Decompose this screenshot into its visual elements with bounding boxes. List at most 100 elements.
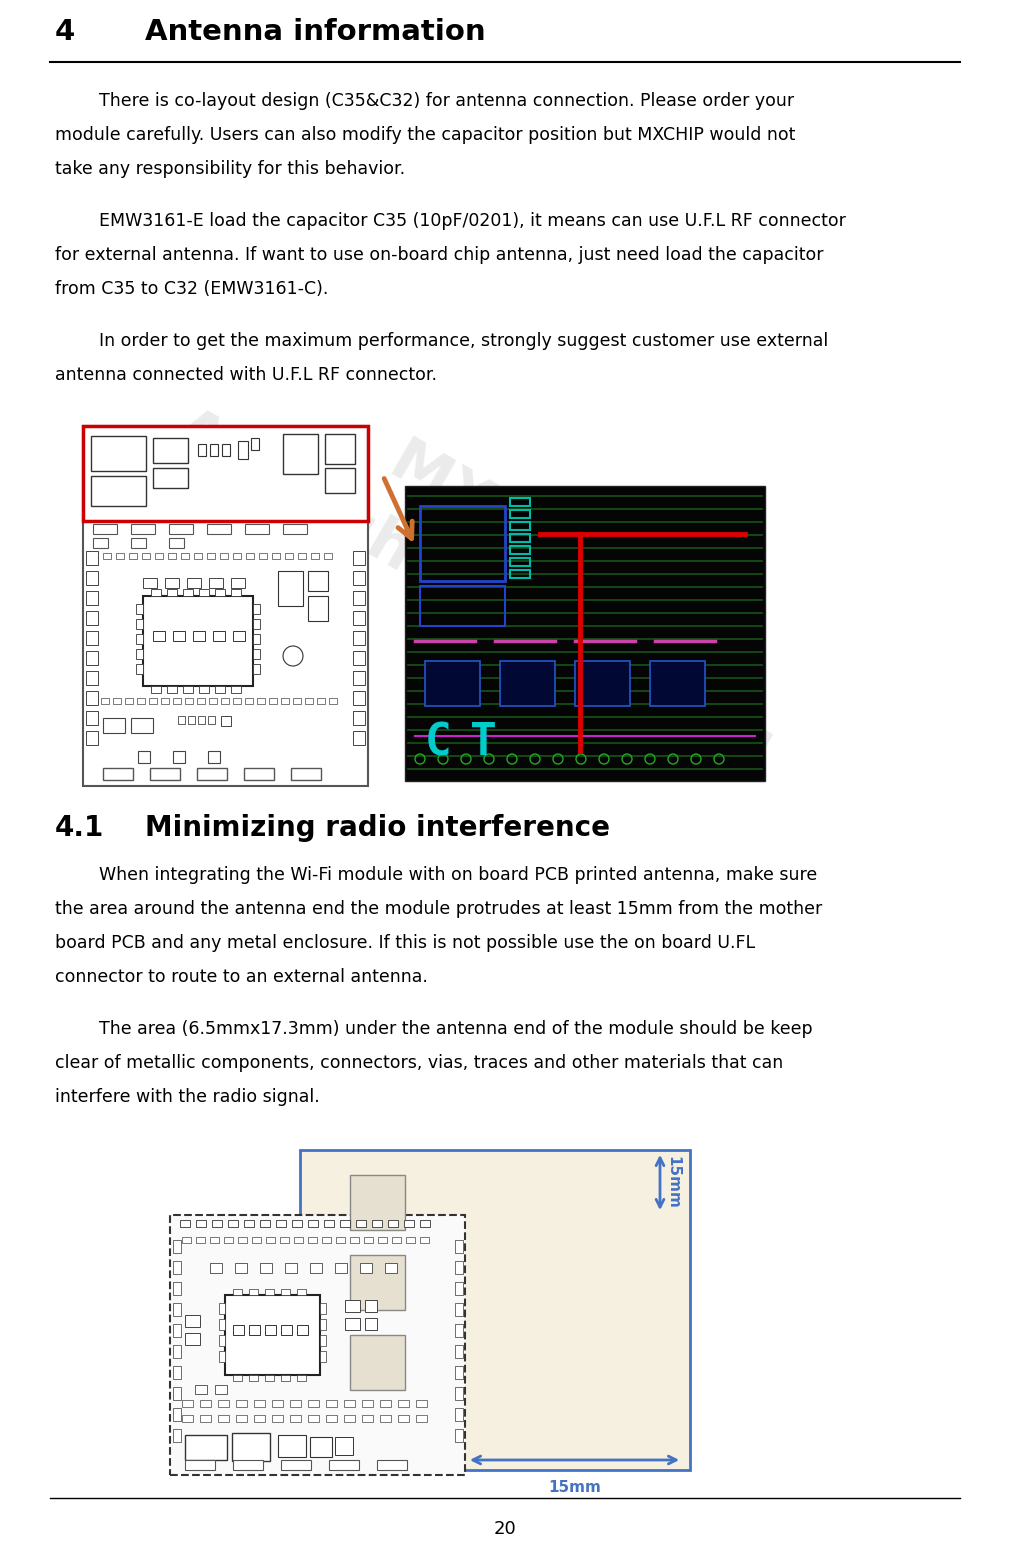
Bar [136, 619, 143, 628]
Bar [155, 553, 163, 559]
Bar [454, 1408, 463, 1420]
Bar [259, 553, 267, 559]
Bar [200, 1414, 211, 1422]
Bar [290, 1414, 301, 1422]
Bar [354, 652, 365, 665]
Text: 4: 4 [55, 19, 76, 46]
Bar [83, 426, 368, 520]
Bar [150, 767, 180, 780]
Bar [372, 1220, 382, 1227]
Bar [169, 537, 184, 548]
Bar [103, 767, 133, 780]
Bar [344, 1400, 355, 1407]
Bar [281, 698, 289, 704]
Bar [425, 661, 480, 706]
Bar [454, 1303, 463, 1315]
Bar [101, 698, 109, 704]
Bar [260, 1220, 270, 1227]
Bar [149, 698, 157, 704]
Bar [510, 522, 530, 530]
Bar [86, 710, 98, 726]
Bar [278, 571, 303, 605]
Bar [143, 596, 252, 686]
Bar [325, 434, 355, 465]
Bar [283, 434, 318, 474]
Bar [91, 476, 146, 506]
Bar [404, 1220, 414, 1227]
Bar [200, 1400, 211, 1407]
Bar [354, 672, 365, 686]
Bar [406, 1237, 415, 1243]
Bar [420, 587, 505, 625]
Bar [233, 553, 241, 559]
Bar [220, 553, 228, 559]
Bar [215, 1385, 227, 1394]
Bar [454, 1240, 463, 1254]
Bar [311, 553, 319, 559]
Text: When integrating the Wi-Fi module with on board PCB printed antenna, make sure: When integrating the Wi-Fi module with o… [55, 866, 817, 885]
Bar [380, 1400, 391, 1407]
Bar [196, 1237, 205, 1243]
Bar [131, 718, 153, 733]
Bar [252, 1237, 261, 1243]
Bar [324, 553, 332, 559]
Bar [173, 1387, 181, 1400]
Bar [231, 686, 241, 693]
Bar [385, 1263, 397, 1272]
Bar [210, 445, 218, 455]
Bar [249, 1325, 260, 1336]
Bar [575, 661, 630, 706]
Bar [344, 1414, 355, 1422]
Text: connector to route to an external antenna.: connector to route to an external antenn… [55, 968, 428, 987]
Bar [233, 698, 241, 704]
Bar [153, 438, 188, 463]
Bar [336, 1237, 345, 1243]
Bar [350, 1336, 405, 1390]
Bar [281, 1461, 311, 1470]
Bar [173, 1430, 181, 1442]
Bar [170, 1215, 465, 1475]
Bar [308, 571, 328, 591]
Bar [265, 1289, 274, 1295]
Bar [345, 1300, 360, 1312]
Bar [249, 1289, 258, 1295]
Bar [354, 631, 365, 645]
Bar [291, 767, 321, 780]
Bar [300, 1150, 690, 1470]
Bar [360, 1263, 372, 1272]
Bar [173, 1303, 181, 1315]
Bar [233, 1325, 244, 1336]
Bar [326, 1414, 337, 1422]
Text: There is co-layout design (C35&C32) for antenna connection. Please order your: There is co-layout design (C35&C32) for … [55, 93, 794, 110]
Bar [324, 1220, 334, 1227]
Bar [364, 1237, 373, 1243]
Bar [185, 1434, 227, 1461]
Bar [320, 1303, 326, 1314]
Text: 20: 20 [494, 1519, 516, 1538]
Bar [308, 1414, 319, 1422]
Bar [252, 648, 260, 659]
Bar [131, 523, 155, 534]
Text: from C35 to C32 (EMW3161-C).: from C35 to C32 (EMW3161-C). [55, 279, 328, 298]
Bar [354, 710, 365, 726]
Bar [86, 631, 98, 645]
Bar [378, 1237, 387, 1243]
Bar [454, 1387, 463, 1400]
Bar [266, 1237, 275, 1243]
Bar [350, 1237, 359, 1243]
Bar [310, 1437, 332, 1458]
Bar [207, 553, 215, 559]
Bar [454, 1345, 463, 1359]
Bar [236, 1414, 247, 1422]
Bar [325, 468, 355, 493]
Bar [113, 698, 121, 704]
Bar [136, 648, 143, 659]
Bar [285, 553, 293, 559]
Bar [173, 1240, 181, 1254]
Bar [167, 588, 177, 596]
Bar [290, 1400, 301, 1407]
Bar [167, 686, 177, 693]
Bar [207, 523, 231, 534]
Bar [136, 604, 143, 615]
Bar [173, 631, 185, 641]
